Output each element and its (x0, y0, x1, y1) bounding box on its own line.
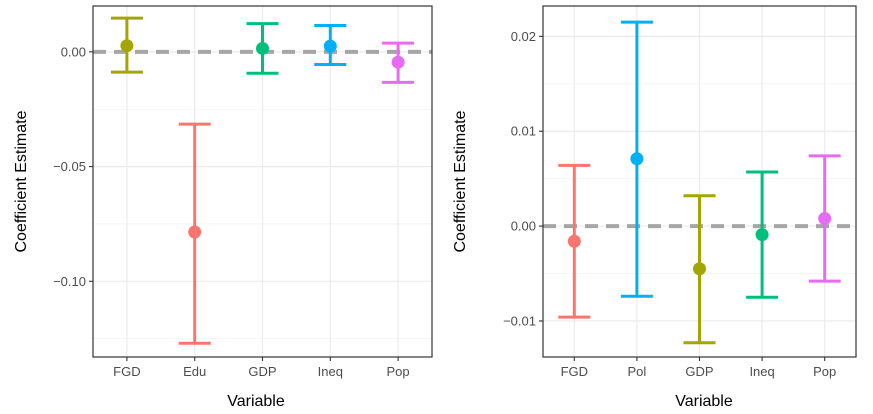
point-estimate-ineq (755, 228, 769, 242)
x-tick-label: GDP (685, 364, 713, 379)
x-tick-label: GDP (248, 364, 276, 379)
y-tick-label: 0.01 (511, 124, 536, 139)
chart-panel-1: 0.00 −0.05 −0.10 FGD Edu GDP Ineq Pop Variable Co… (13, 5, 433, 410)
x-tick-label: Ineq (318, 364, 343, 379)
y-axis-title: Coefficient Estimate (13, 110, 30, 252)
y-tick-label: −0.05 (53, 159, 86, 174)
point-estimate-fgd (567, 234, 581, 248)
y-tick-label: −0.10 (53, 274, 86, 289)
point-estimate-pol (630, 152, 644, 166)
y-tick-label: −0.01 (503, 313, 536, 328)
x-tick-label: Edu (183, 364, 206, 379)
point-estimate-ineq (323, 39, 337, 53)
x-tick-label: FGD (561, 364, 588, 379)
x-tick-label: Pop (387, 364, 410, 379)
point-estimate-fgd (120, 39, 134, 53)
x-tick-label: Pol (628, 364, 647, 379)
x-tick-label: FGD (113, 364, 140, 379)
point-estimate-gdp (256, 41, 269, 55)
point-estimate-gdp (693, 262, 706, 276)
y-tick-label: 0.00 (511, 219, 536, 234)
x-axis-title: Variable (675, 393, 733, 410)
chart-panel-2: 0.02 0.01 0.00 −0.01 FGD Pol GDP Ineq Pop Variabl… (452, 5, 857, 410)
y-tick-label: 0.00 (61, 44, 86, 59)
x-axis-title: Variable (227, 393, 285, 410)
point-estimate-pop (818, 211, 832, 225)
x-tick-label: Pop (813, 364, 836, 379)
y-axis-title: Coefficient Estimate (452, 110, 469, 252)
point-estimate-edu (188, 225, 202, 239)
point-estimate-pop (391, 55, 405, 69)
y-tick-label: 0.02 (511, 29, 536, 44)
x-tick-label: Ineq (749, 364, 774, 379)
